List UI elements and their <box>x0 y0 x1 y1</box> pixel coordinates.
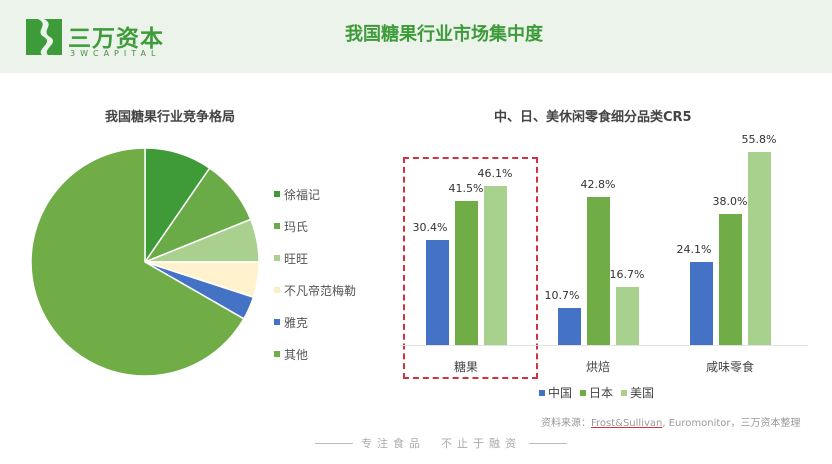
bar <box>455 201 478 345</box>
pie-slice <box>30 147 245 377</box>
bar <box>484 185 507 345</box>
bar-chart-title: 中、日、美休闲零食细分品类CR5 <box>494 110 692 125</box>
pie-chart <box>30 147 260 377</box>
legend-item: 其他 <box>274 338 356 370</box>
source-suffix: , Euromonitor，三万资本整理 <box>662 418 801 429</box>
legend-swatch <box>274 351 280 357</box>
pie-legend: 徐福记玛氏旺旺不凡帝范梅勒 雅克其他 <box>274 178 356 370</box>
legend-item: 旺旺 <box>274 242 356 274</box>
legend-item: 美国 <box>621 384 654 401</box>
header-bar: 三万资本 3WCAPITAL 我国糖果行业市场集中度 <box>0 0 832 73</box>
source-prefix: 资料来源： <box>541 418 591 429</box>
data-label: 46.1% <box>477 166 513 180</box>
legend-label: 旺旺 <box>284 251 309 266</box>
legend-swatch <box>274 319 280 325</box>
bar <box>616 287 639 345</box>
legend-label: 美国 <box>630 386 655 400</box>
data-label: 16.7% <box>609 268 645 282</box>
source-link[interactable]: Frost&Sullivan <box>591 418 663 429</box>
legend-label: 日本 <box>589 386 614 400</box>
data-label: 38.0% <box>712 194 748 208</box>
legend-swatch <box>274 255 280 261</box>
category-label: 糖果 <box>453 360 479 374</box>
page-title: 我国糖果行业市场集中度 <box>345 24 543 45</box>
legend-item: 中国 <box>539 384 572 401</box>
legend-swatch <box>621 389 628 396</box>
bar <box>587 196 610 345</box>
legend-swatch <box>274 191 280 197</box>
source-note: 资料来源：Frost&Sullivan, Euromonitor，三万资本整理 <box>541 414 801 429</box>
bar <box>690 261 713 345</box>
highlight-box <box>403 157 538 379</box>
divider-right <box>529 442 567 444</box>
legend-item: 雅克 <box>274 306 356 338</box>
data-label: 24.1% <box>676 242 712 256</box>
legend-item: 不凡帝范梅勒 <box>274 274 356 306</box>
legend-item: 玛氏 <box>274 210 356 242</box>
legend-label: 不凡帝范梅勒 <box>284 283 357 298</box>
divider-left <box>315 442 353 444</box>
legend-label: 徐福记 <box>284 187 321 202</box>
slogan-text: 专注食品 不止于融资 <box>361 437 521 450</box>
data-label: 10.7% <box>544 288 580 302</box>
pie-chart-title: 我国糖果行业竞争格局 <box>105 110 236 125</box>
data-label: 55.8% <box>741 133 777 146</box>
data-label: 30.4% <box>412 220 448 234</box>
x-axis-line <box>400 345 808 346</box>
footer-slogan: 专注食品 不止于融资 <box>307 435 575 451</box>
bar <box>719 213 742 345</box>
bar <box>426 239 449 345</box>
logo-text-en: 3WCAPITAL <box>70 49 161 58</box>
bar-legend: 中国 日本 美国 <box>539 384 654 401</box>
legend-item: 日本 <box>580 384 613 401</box>
legend-item: 徐福记 <box>274 178 356 210</box>
legend-label: 其他 <box>284 347 309 362</box>
logo-text-cn: 三万资本 <box>68 26 164 52</box>
legend-label: 玛氏 <box>284 219 309 234</box>
bar <box>558 307 581 345</box>
legend-swatch <box>580 389 587 396</box>
brand-logo: 三万资本 3WCAPITAL <box>26 19 163 59</box>
logo-icon <box>26 19 62 55</box>
legend-label: 中国 <box>548 386 573 400</box>
legend-swatch <box>539 389 545 396</box>
data-label: 42.8% <box>580 177 616 191</box>
bar <box>748 152 771 345</box>
category-label: 烘焙 <box>585 360 611 374</box>
legend-swatch <box>274 223 280 229</box>
legend-label: 雅克 <box>284 315 309 330</box>
legend-swatch <box>274 287 280 293</box>
category-label: 咸味零食 <box>705 360 755 374</box>
data-label: 41.5% <box>448 182 484 196</box>
